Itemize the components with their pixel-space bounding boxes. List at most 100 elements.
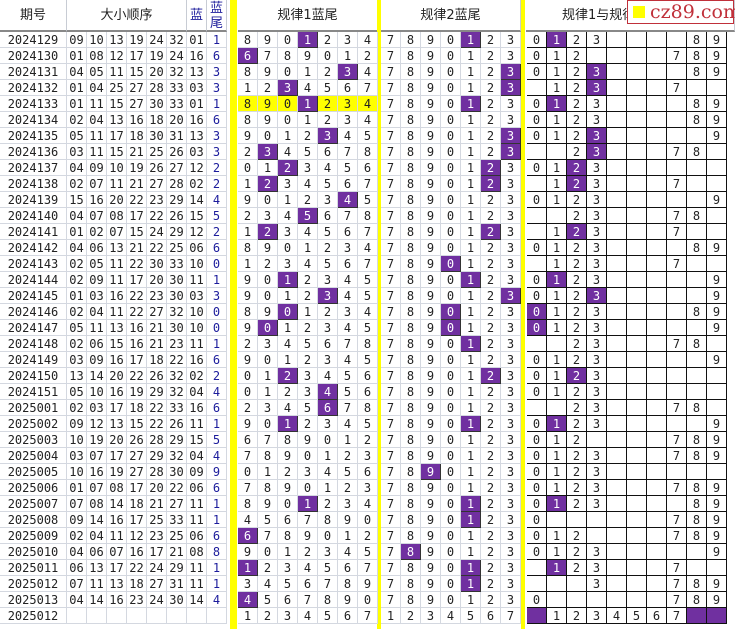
- blue-ball-cell[interactable]: 15: [187, 432, 207, 448]
- number-cell[interactable]: 24: [167, 48, 187, 64]
- number-cell[interactable]: 15: [107, 336, 127, 352]
- number-cell[interactable]: 15: [107, 144, 127, 160]
- combined-cell[interactable]: [627, 448, 647, 464]
- number-cell[interactable]: 07: [107, 544, 127, 560]
- rule2-cell[interactable]: 1: [461, 48, 481, 64]
- rule1-cell[interactable]: 0: [258, 416, 278, 432]
- rule1-cell[interactable]: 4: [338, 416, 358, 432]
- combined-cell[interactable]: [647, 304, 667, 320]
- rule2-cell[interactable]: 8: [401, 384, 421, 400]
- number-cell[interactable]: 29: [167, 224, 187, 240]
- combined-cell[interactable]: [567, 592, 587, 608]
- combined-cell[interactable]: [647, 64, 667, 80]
- rule1-cell[interactable]: 6: [318, 144, 338, 160]
- rule1-cell[interactable]: 1: [298, 240, 318, 256]
- combined-cell[interactable]: [607, 576, 627, 592]
- combined-cell[interactable]: 3: [587, 368, 607, 384]
- number-cell[interactable]: 04: [67, 544, 87, 560]
- rule2-cell[interactable]: 3: [501, 240, 521, 256]
- rule1-cell[interactable]: 9: [238, 416, 258, 432]
- combined-cell[interactable]: [627, 576, 647, 592]
- combined-cell[interactable]: [607, 416, 627, 432]
- blue-ball-cell[interactable]: 06: [187, 480, 207, 496]
- number-cell[interactable]: 16: [107, 288, 127, 304]
- number-cell[interactable]: 18: [127, 400, 147, 416]
- combined-cell[interactable]: 2: [567, 240, 587, 256]
- combined-cell[interactable]: [687, 128, 707, 144]
- rule1-cell[interactable]: 4: [298, 256, 318, 272]
- rule1-cell[interactable]: 7: [338, 400, 358, 416]
- number-cell[interactable]: 18: [127, 496, 147, 512]
- rule1-cell[interactable]: 0: [258, 288, 278, 304]
- rule1-cell[interactable]: 1: [278, 192, 298, 208]
- rule2-cell[interactable]: 3: [501, 576, 521, 592]
- combined-cell[interactable]: 9: [707, 512, 727, 528]
- rule1-cell[interactable]: 5: [298, 208, 318, 224]
- number-cell[interactable]: 13: [107, 416, 127, 432]
- number-cell[interactable]: 06: [67, 560, 87, 576]
- rule2-cell[interactable]: 9: [421, 352, 441, 368]
- number-cell[interactable]: 27: [167, 160, 187, 176]
- combined-cell[interactable]: [647, 128, 667, 144]
- number-cell[interactable]: 22: [167, 352, 187, 368]
- rule2-cell[interactable]: 0: [441, 96, 461, 112]
- rule2-cell[interactable]: 3: [501, 160, 521, 176]
- number-cell[interactable]: 02: [67, 272, 87, 288]
- combined-cell[interactable]: 3: [587, 304, 607, 320]
- rule2-cell[interactable]: 3: [501, 480, 521, 496]
- combined-cell[interactable]: [647, 192, 667, 208]
- combined-cell[interactable]: 0: [527, 416, 547, 432]
- combined-cell[interactable]: [607, 304, 627, 320]
- combined-cell[interactable]: [687, 272, 707, 288]
- rule1-cell[interactable]: 0: [238, 464, 258, 480]
- rule2-cell[interactable]: 1: [461, 32, 481, 48]
- rule2-cell[interactable]: 1: [461, 480, 481, 496]
- rule2-cell[interactable]: 1: [461, 576, 481, 592]
- number-cell[interactable]: 11: [87, 320, 107, 336]
- rule2-cell[interactable]: 0: [441, 496, 461, 512]
- combined-cell[interactable]: 7: [667, 176, 687, 192]
- blue-ball-cell[interactable]: 16: [187, 400, 207, 416]
- combined-cell[interactable]: 1: [547, 64, 567, 80]
- rule1-cell[interactable]: 9: [238, 128, 258, 144]
- rule1-cell[interactable]: 8: [278, 432, 298, 448]
- rule2-cell[interactable]: 7: [381, 240, 401, 256]
- blue-tail-cell[interactable]: 6: [207, 352, 227, 368]
- number-cell[interactable]: 07: [67, 496, 87, 512]
- issue-cell[interactable]: 2024148: [0, 336, 67, 352]
- rule1-cell[interactable]: 5: [298, 336, 318, 352]
- rule1-cell[interactable]: 2: [258, 560, 278, 576]
- number-cell[interactable]: 29: [147, 448, 167, 464]
- number-cell[interactable]: 17: [107, 560, 127, 576]
- rule2-cell[interactable]: 2: [401, 608, 421, 624]
- combined-cell[interactable]: [547, 336, 567, 352]
- combined-cell[interactable]: 6: [647, 608, 667, 624]
- blue-ball-cell[interactable]: 10: [187, 304, 207, 320]
- rule2-cell[interactable]: 0: [441, 384, 461, 400]
- rule1-cell[interactable]: 0: [318, 432, 338, 448]
- combined-cell[interactable]: 9: [707, 592, 727, 608]
- combined-cell[interactable]: [627, 352, 647, 368]
- rule1-cell[interactable]: 0: [258, 352, 278, 368]
- rule2-cell[interactable]: 8: [401, 208, 421, 224]
- number-cell[interactable]: 06: [87, 240, 107, 256]
- combined-cell[interactable]: 0: [527, 496, 547, 512]
- combined-cell[interactable]: 8: [687, 144, 707, 160]
- rule1-cell[interactable]: 4: [278, 144, 298, 160]
- rule1-cell[interactable]: 6: [358, 464, 378, 480]
- number-cell[interactable]: 09: [67, 32, 87, 48]
- rule1-cell[interactable]: 2: [298, 272, 318, 288]
- combined-cell[interactable]: 0: [527, 128, 547, 144]
- rule2-cell[interactable]: 2: [481, 160, 501, 176]
- rule1-cell[interactable]: 7: [338, 336, 358, 352]
- combined-cell[interactable]: [547, 592, 567, 608]
- rule2-cell[interactable]: 2: [481, 432, 501, 448]
- rule2-cell[interactable]: 8: [401, 48, 421, 64]
- rule2-cell[interactable]: 8: [401, 64, 421, 80]
- combined-cell[interactable]: 0: [527, 480, 547, 496]
- number-cell[interactable]: 33: [167, 400, 187, 416]
- number-cell[interactable]: 32: [167, 64, 187, 80]
- number-cell[interactable]: 19: [127, 32, 147, 48]
- combined-cell[interactable]: 8: [687, 432, 707, 448]
- combined-cell[interactable]: 3: [587, 112, 607, 128]
